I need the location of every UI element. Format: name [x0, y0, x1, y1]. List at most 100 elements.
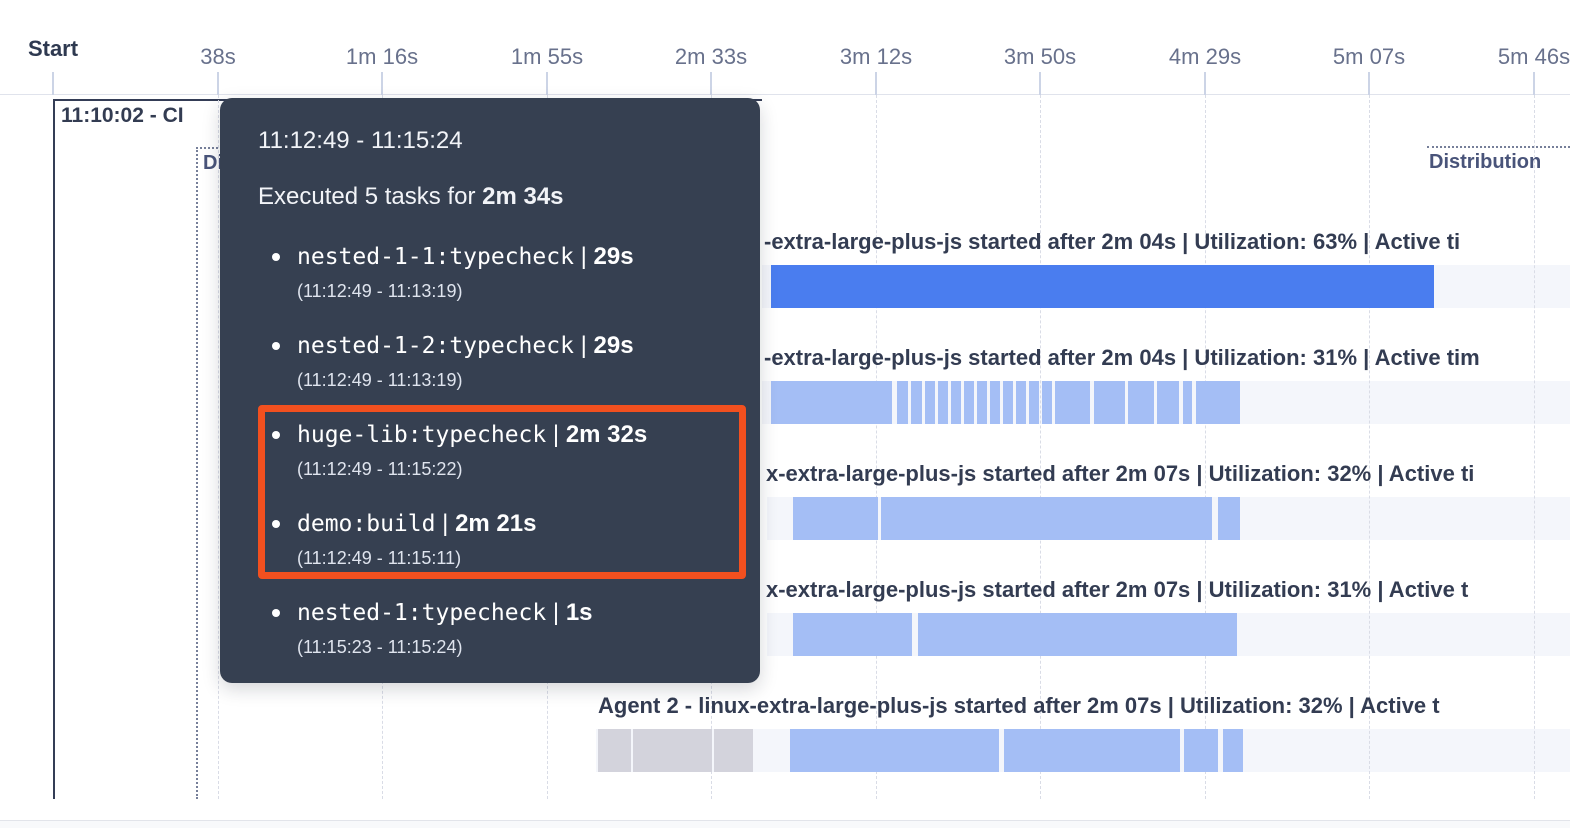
timeline-chart-area: 11:10:02 - CI Distribution Distribution …	[0, 95, 1570, 828]
task-bar-segment[interactable]	[1029, 381, 1039, 424]
ci-group-label: 11:10:02 - CI	[61, 104, 184, 127]
task-name: nested-1-2:typecheck	[297, 333, 574, 359]
task-duration: 29s	[593, 243, 634, 270]
task-bar-segment[interactable]	[1223, 729, 1243, 772]
task-bar-segment[interactable]	[633, 729, 712, 772]
bullet-icon	[272, 342, 280, 350]
task-bar-segment[interactable]	[918, 613, 1237, 656]
tooltip-task-list: nested-1-1:typecheck | 29s (11:12:49 - 11…	[258, 242, 746, 658]
task-duration: 2m 21s	[455, 510, 537, 537]
task-name: nested-1-1:typecheck	[297, 244, 574, 270]
tooltip-time-range: 11:12:49 - 11:15:24	[258, 127, 463, 154]
task-bar-segment[interactable]	[1184, 729, 1218, 772]
task-bar-segment[interactable]	[790, 729, 999, 772]
task-duration: 29s	[593, 332, 634, 359]
tooltip-task-item: huge-lib:typecheck | 2m 32s (11:12:49 - 1…	[258, 420, 746, 480]
task-name-line: nested-1:typecheck | 1s	[297, 598, 746, 628]
axis-tick-mark	[875, 72, 877, 95]
task-timestamps: (11:12:49 - 11:13:19)	[297, 370, 463, 390]
vertical-gridline	[218, 95, 219, 799]
axis-tick-label: 1m 16s	[345, 44, 419, 69]
axis-tick-mark	[1204, 72, 1206, 95]
task-bar-segment[interactable]	[771, 381, 892, 424]
agent-row-label: x-extra-large-plus-js started after 2m 0…	[766, 461, 1475, 486]
tooltip-task-item: demo:build | 2m 21s (11:12:49 - 11:15:11)	[258, 509, 746, 569]
task-bar-segment[interactable]	[964, 381, 974, 424]
axis-tick-label: 3m 50s	[1003, 44, 1077, 69]
axis-tick-mark	[1039, 72, 1041, 95]
task-bar-segment[interactable]	[951, 381, 961, 424]
task-separator: |	[546, 421, 566, 448]
task-timestamps: (11:15:23 - 11:15:24)	[297, 637, 463, 657]
task-bar-segment[interactable]	[1157, 381, 1179, 424]
distribution-group-2-border-top	[1427, 146, 1570, 148]
distribution-group-label-right: Distribution	[1429, 151, 1542, 173]
task-bar-segment[interactable]	[881, 497, 1212, 540]
task-bar-segment[interactable]	[771, 265, 1434, 308]
vertical-gridline	[1534, 95, 1535, 799]
vertical-gridline	[876, 95, 877, 799]
bottom-divider	[0, 820, 1570, 828]
task-duration: 1s	[565, 599, 593, 626]
axis-tick-label: 38s	[200, 44, 236, 69]
axis-tick-mark	[1533, 72, 1535, 95]
axis-tick-label: 3m 12s	[839, 44, 913, 69]
task-name-line: demo:build | 2m 21s	[297, 509, 746, 539]
bullet-icon	[272, 520, 280, 528]
task-name-line: huge-lib:typecheck | 2m 32s	[297, 420, 746, 450]
task-bar-segment[interactable]	[1042, 381, 1052, 424]
task-bar-segment[interactable]	[793, 497, 878, 540]
axis-tick-mark	[381, 72, 383, 95]
task-bar-segment[interactable]	[793, 613, 912, 656]
axis-tick-label: 5m 07s	[1332, 44, 1406, 69]
axis-tick-mark	[1368, 72, 1370, 95]
tooltip-summary-duration: 2m 34s	[482, 183, 564, 210]
task-timestamps: (11:12:49 - 11:15:11)	[297, 548, 462, 568]
task-name: nested-1:typecheck	[297, 600, 547, 626]
task-name: demo:build	[297, 511, 436, 537]
tooltip-task-item: nested-1:typecheck | 1s (11:15:23 - 11:15…	[258, 598, 746, 658]
tooltip-summary-prefix: Executed 5 tasks for	[258, 183, 483, 210]
axis-tick-mark	[217, 72, 219, 95]
vertical-gridline	[1205, 95, 1206, 799]
task-bar-segment[interactable]	[911, 381, 922, 424]
task-bar-segment[interactable]	[897, 381, 908, 424]
task-bar-segment[interactable]	[1003, 381, 1013, 424]
bullet-icon	[272, 253, 280, 261]
task-bar-segment[interactable]	[598, 729, 631, 772]
task-name: huge-lib:typecheck	[297, 422, 547, 448]
task-bar-segment[interactable]	[1218, 497, 1240, 540]
task-bar-segment[interactable]	[714, 729, 753, 772]
task-bar-segment[interactable]	[1128, 381, 1154, 424]
task-separator: |	[546, 599, 566, 626]
task-bar-segment[interactable]	[1094, 381, 1125, 424]
task-bar-segment[interactable]	[1196, 381, 1240, 424]
task-bar-segment[interactable]	[925, 381, 935, 424]
axis-tick-label: 5m 46s	[1497, 44, 1570, 69]
task-bar-segment[interactable]	[1004, 729, 1180, 772]
tooltip-task-item: nested-1-2:typecheck | 29s (11:12:49 - 11…	[258, 331, 746, 391]
timeline-axis-header: Start 38s 1m 16s 1m 55s 2m 33s 3m 12s 3m 50s 4m…	[0, 0, 1570, 95]
task-separator: |	[573, 243, 594, 270]
distribution-group-border-left	[196, 147, 198, 799]
distribution-group-border-top	[196, 147, 222, 149]
task-bar-segment[interactable]	[990, 381, 1000, 424]
ci-group-border-left	[53, 99, 55, 799]
axis-tick-label: 2m 33s	[674, 44, 748, 69]
agent-row-label: Agent 2 - linux-extra-large-plus-js star…	[598, 693, 1440, 718]
task-bar-segment[interactable]	[938, 381, 948, 424]
task-bar-segment[interactable]	[977, 381, 987, 424]
task-timestamps: (11:12:49 - 11:13:19)	[297, 281, 463, 301]
agent-row-label: x-extra-large-plus-js started after 2m 0…	[766, 577, 1469, 602]
task-duration: 2m 32s	[565, 421, 648, 448]
axis-tick-mark	[710, 72, 712, 95]
task-bar-segment[interactable]	[1016, 381, 1026, 424]
task-bar-segment[interactable]	[1055, 381, 1090, 424]
axis-tick-mark	[52, 72, 54, 95]
vertical-gridline	[1369, 95, 1370, 799]
task-bar-segment[interactable]	[1183, 381, 1192, 424]
task-name-line: nested-1-2:typecheck | 29s	[297, 331, 746, 361]
task-separator: |	[573, 332, 594, 359]
task-separator: |	[435, 510, 456, 537]
